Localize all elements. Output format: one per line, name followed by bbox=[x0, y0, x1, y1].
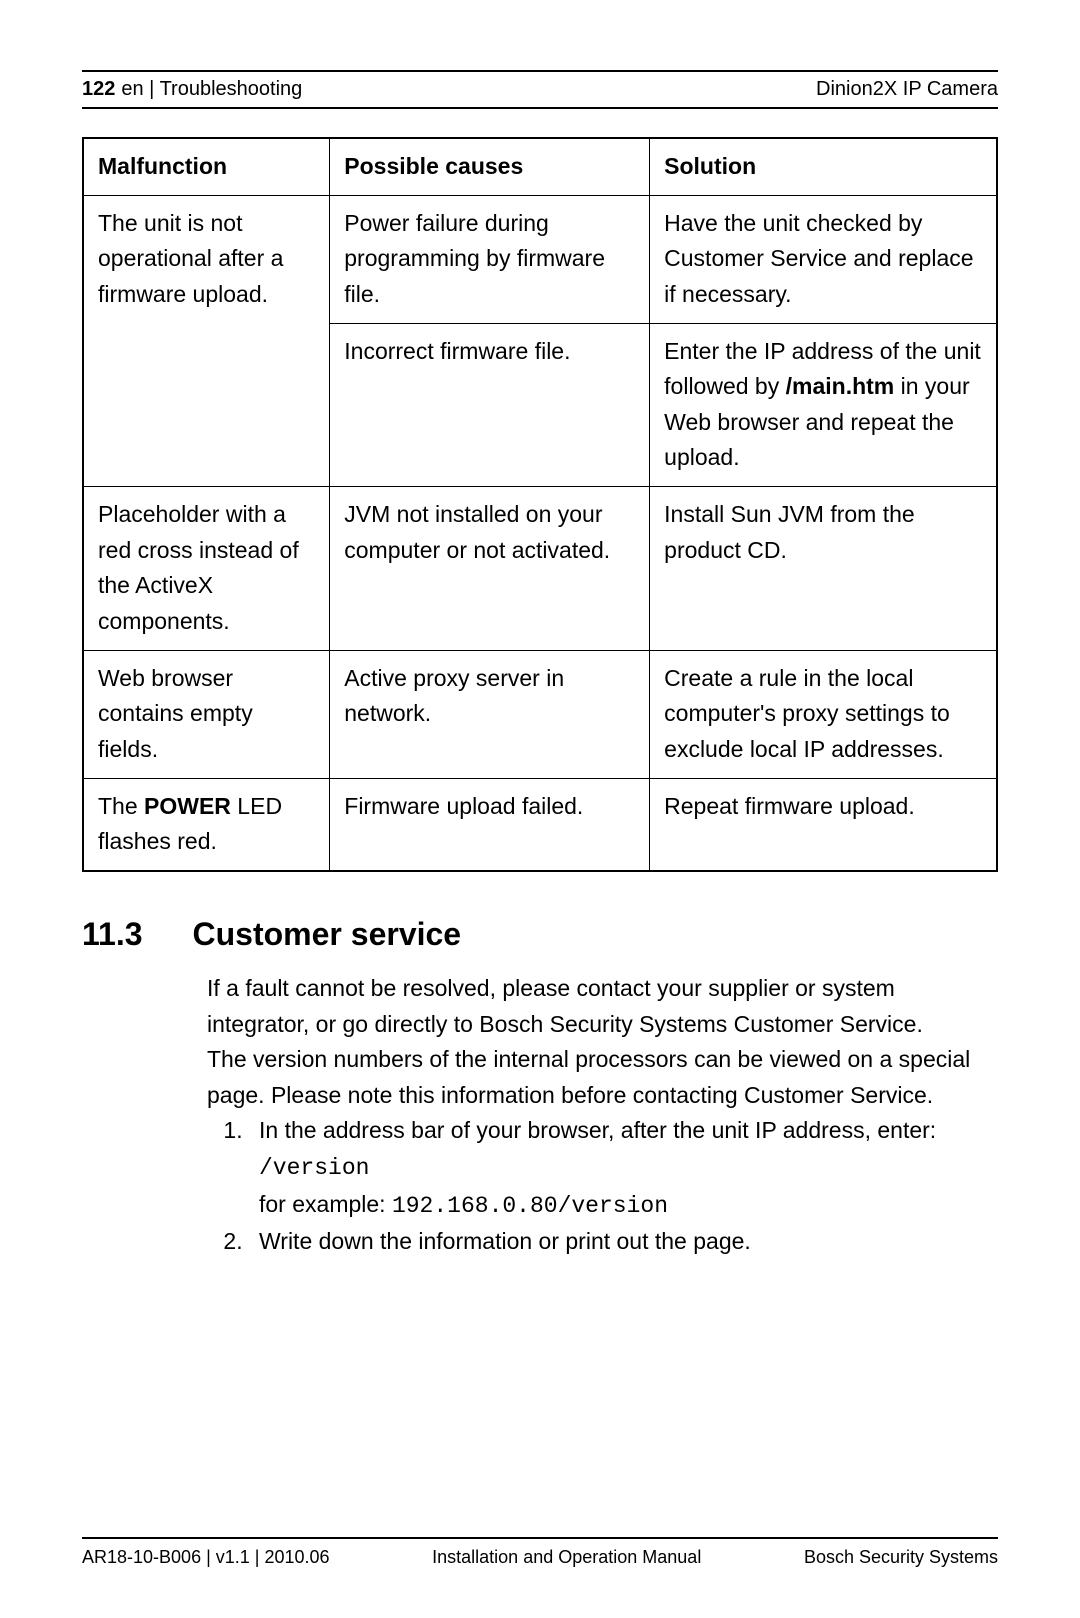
footer-left: AR18-10-B006 | v1.1 | 2010.06 bbox=[82, 1547, 330, 1568]
column-header: Possible causes bbox=[330, 138, 650, 195]
paragraph: The version numbers of the internal proc… bbox=[207, 1042, 998, 1113]
cell-malfunction: The unit is not operational after a firm… bbox=[83, 195, 330, 486]
header-left: 122 en | Troubleshooting bbox=[82, 78, 302, 101]
section-body: If a fault cannot be resolved, please co… bbox=[207, 971, 998, 1114]
mono-text: /version bbox=[259, 1155, 369, 1181]
mono-text: 192.168.0.80/version bbox=[392, 1193, 668, 1219]
section-title: Customer service bbox=[193, 916, 462, 953]
cell-solution: Repeat firmware upload. bbox=[650, 778, 997, 871]
table-row: Placeholder with a red cross instead of … bbox=[83, 487, 997, 651]
footer-center: Installation and Operation Manual bbox=[432, 1547, 701, 1568]
cell-cause: Firmware upload failed. bbox=[330, 778, 650, 871]
page-footer: AR18-10-B006 | v1.1 | 2010.06 Installati… bbox=[82, 1537, 998, 1568]
list-text-pre: In the address bar of your browser, afte… bbox=[259, 1117, 936, 1143]
list-item: In the address bar of your browser, afte… bbox=[249, 1113, 998, 1224]
table-header-row: Malfunction Possible causes Solution bbox=[83, 138, 997, 195]
cell-cause: Incorrect firmware file. bbox=[330, 323, 650, 487]
paragraph: If a fault cannot be resolved, please co… bbox=[207, 971, 998, 1042]
cell-cause: Power failure during programming by firm… bbox=[330, 195, 650, 323]
page-number: 122 bbox=[82, 78, 115, 101]
cell-solution: Install Sun JVM from the product CD. bbox=[650, 487, 997, 651]
cell-malfunction: Web browser contains empty fields. bbox=[83, 650, 330, 778]
solution-bold: /main.htm bbox=[786, 373, 895, 399]
troubleshooting-table: Malfunction Possible causes Solution The… bbox=[82, 137, 998, 872]
section-number: 11.3 bbox=[82, 916, 143, 953]
cell-malfunction: The POWER LED flashes red. bbox=[83, 778, 330, 871]
instruction-list: In the address bar of your browser, afte… bbox=[207, 1113, 998, 1260]
column-header: Malfunction bbox=[83, 138, 330, 195]
list-text-mid: for example: bbox=[259, 1191, 392, 1217]
header-product: Dinion2X IP Camera bbox=[816, 78, 998, 101]
section-heading: 11.3 Customer service bbox=[82, 916, 998, 953]
table-row: Web browser contains empty fields. Activ… bbox=[83, 650, 997, 778]
list-item: Write down the information or print out … bbox=[249, 1224, 998, 1260]
malfunction-pre: The bbox=[98, 793, 144, 819]
malfunction-bold: POWER bbox=[144, 793, 231, 819]
table-row: The POWER LED flashes red. Firmware uplo… bbox=[83, 778, 997, 871]
column-header: Solution bbox=[650, 138, 997, 195]
cell-solution: Have the unit checked by Customer Servic… bbox=[650, 195, 997, 323]
header-section: en | Troubleshooting bbox=[121, 78, 302, 101]
cell-cause: Active proxy server in network. bbox=[330, 650, 650, 778]
page-header: 122 en | Troubleshooting Dinion2X IP Cam… bbox=[82, 70, 998, 109]
cell-solution: Enter the IP address of the unit followe… bbox=[650, 323, 997, 487]
cell-cause: JVM not installed on your computer or no… bbox=[330, 487, 650, 651]
cell-solution: Create a rule in the local computer's pr… bbox=[650, 650, 997, 778]
footer-right: Bosch Security Systems bbox=[804, 1547, 998, 1568]
cell-malfunction: Placeholder with a red cross instead of … bbox=[83, 487, 330, 651]
table-row: The unit is not operational after a firm… bbox=[83, 195, 997, 323]
